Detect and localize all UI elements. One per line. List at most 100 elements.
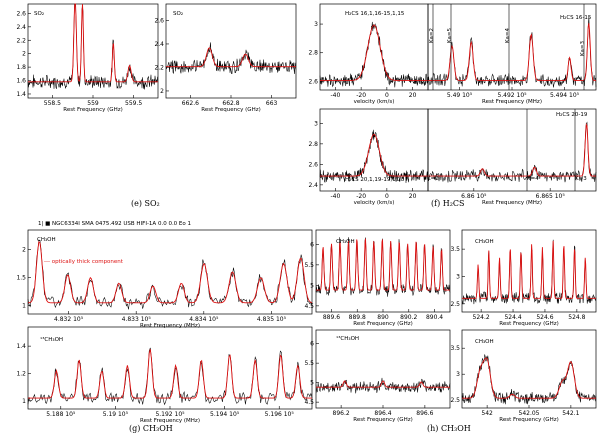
observed-spectrum <box>27 3 159 90</box>
caption-f: (f) H₂CS <box>431 199 465 208</box>
x-tick-label: 5.188 10⁵ <box>46 411 76 418</box>
x-tick-label: 6.865 10⁵ <box>536 193 566 200</box>
y-tick-label: 1 <box>22 303 26 310</box>
x-axis-label: Rest Frequency (GHz) <box>63 107 122 113</box>
caption-h: (h) CH₃OH <box>427 424 471 433</box>
y-tick-label: 2 <box>22 51 26 58</box>
x-tick-label: 5.192 10⁵ <box>155 411 185 418</box>
chart-g1: 4.832 10⁵ 4.833 10⁵ 4.834 10⁵ 4.835 10⁵ Rest… <box>16 229 313 329</box>
x-tick-label: -40 <box>331 193 341 200</box>
x-tick-label: 542 <box>481 410 493 417</box>
y-tick-label: 6 <box>310 241 314 248</box>
y-tick-label: 1.4 <box>16 343 26 350</box>
caption-g: (g) CH₃OH <box>129 424 173 433</box>
y-tick-label: 1.6 <box>16 78 26 85</box>
x-tick-label: 5.492 10⁵ <box>497 92 527 99</box>
chart-f2: 5.49 10⁵ 5.492 10⁵ 5.494 10⁵ Rest Frequency… <box>427 3 597 105</box>
x-axis-label: Rest Frequency (MHz) <box>482 99 542 105</box>
y-tick-label: 2.4 <box>154 41 164 48</box>
plot-frame <box>27 229 313 315</box>
k-label-f-bottom-1: K=2 <box>427 176 439 182</box>
model-spectrum <box>27 241 313 304</box>
y-tick-label: 2 <box>160 88 164 95</box>
x-tick-label: 896.2 <box>333 410 350 417</box>
y-tick-label: 3 <box>314 21 318 28</box>
y-tick-label: 4.5 <box>304 399 314 406</box>
y-tick-label: 2.6 <box>308 78 318 85</box>
observed-spectrum <box>319 21 429 88</box>
model-spectrum <box>320 133 428 177</box>
x-axis-label: velocity (km/s) <box>354 99 395 105</box>
y-tick-label: 2.4 <box>16 24 26 31</box>
observed-spectrum <box>165 42 297 75</box>
x-axis-label: Rest Frequency (GHz) <box>499 321 558 327</box>
y-tick-label: 5 <box>310 282 314 289</box>
y-tick-label: 2.6 <box>308 161 318 168</box>
y-tick-label: 3 <box>456 273 460 280</box>
model-spectrum <box>28 349 312 399</box>
x-tick-label: 5.49 10⁵ <box>447 92 473 99</box>
x-tick-label: 896.4 <box>374 410 391 417</box>
model-spectrum <box>320 24 428 81</box>
label-f1: H₂CS 16,1,16-15,1,15 <box>345 11 405 17</box>
y-tick-label: 6 <box>310 341 314 348</box>
x-tick-label: 5.494 10⁵ <box>550 92 580 99</box>
k-label-f-bottom-2: K=4 <box>527 176 539 182</box>
y-tick-label: 1.4 <box>16 91 26 98</box>
chart-h4: 542 542.05 542.1 Rest Frequency (GHz) 2.5 3 3.… <box>450 329 597 423</box>
x-axis-label: Rest Frequency (MHz) <box>482 200 542 206</box>
x-tick-label: 20 <box>409 92 417 99</box>
y-tick-label: 2.6 <box>154 17 164 24</box>
x-tick-label: 542.05 <box>519 410 540 417</box>
x-tick-label: 5.194 10⁵ <box>210 411 240 418</box>
x-tick-label: -20 <box>356 92 366 99</box>
observed-spectrum <box>27 347 313 406</box>
y-tick-label: 1 <box>22 398 26 405</box>
y-tick-label: 2.8 <box>308 50 318 57</box>
label-f4: H₂CS 20-19 <box>556 112 588 118</box>
chart-h2: 524.2 524.4 524.6 524.8 Rest Frequency (GHz)… <box>450 229 597 327</box>
x-tick-label: -20 <box>356 193 366 200</box>
y-tick-label: 2.5 <box>450 301 460 308</box>
y-tick-label: 1.8 <box>16 64 26 71</box>
model-spectrum <box>28 3 158 83</box>
x-tick-label: 524.6 <box>536 314 553 321</box>
x-tick-label: 890.4 <box>426 314 443 321</box>
x-tick-label: 558.5 <box>44 100 61 107</box>
y-tick-label: 2.2 <box>16 37 26 44</box>
x-tick-label: 4.832 10⁵ <box>54 316 84 323</box>
chart-g2: 5.188 10⁵ 5.19 10⁵ 5.192 10⁵ 5.194 10⁵ 5.196… <box>16 326 313 424</box>
x-tick-label: 6.86 10⁵ <box>461 193 487 200</box>
x-axis-label: Rest Frequency (GHz) <box>353 321 412 327</box>
y-tick-label: 1.5 <box>16 275 26 282</box>
x-tick-label: 890.2 <box>400 314 417 321</box>
label-h2: CH₃OH <box>475 239 494 245</box>
observed-spectrum <box>315 377 451 394</box>
model-spectrum <box>462 357 596 399</box>
x-tick-label: 559 <box>87 100 99 107</box>
x-axis-label: Rest Frequency (GHz) <box>201 107 260 113</box>
x-axis-label: velocity (km/s) <box>354 200 395 206</box>
y-tick-label: 3.5 <box>450 345 460 352</box>
x-tick-label: 663 <box>266 100 278 107</box>
x-tick-label: 662.8 <box>222 100 239 107</box>
y-tick-label: 3.5 <box>450 246 460 253</box>
model-spectrum <box>316 238 450 291</box>
observed-spectrum <box>427 121 597 183</box>
label-g-legend: --- optically thick component <box>44 259 124 265</box>
label-g1: CH₃OH <box>37 237 56 243</box>
x-axis-label: Rest Frequency (MHz) <box>140 323 200 329</box>
x-tick-label: 5.19 10⁵ <box>103 411 129 418</box>
x-tick-label: 20 <box>409 193 417 200</box>
x-tick-label: 896.6 <box>416 410 433 417</box>
y-tick-label: 5 <box>310 380 314 387</box>
observed-spectrum <box>319 129 429 184</box>
chart-e2: 662.6 662.8 663 Rest Frequency (GHz) 2 2.2 2.4… <box>154 3 297 113</box>
x-tick-label: 542.1 <box>562 410 579 417</box>
x-tick-label: 524.8 <box>568 314 585 321</box>
x-tick-label: 4.835 10⁵ <box>257 316 287 323</box>
x-tick-label: 559.5 <box>125 100 142 107</box>
x-axis-label: Rest Frequency (GHz) <box>353 417 412 423</box>
